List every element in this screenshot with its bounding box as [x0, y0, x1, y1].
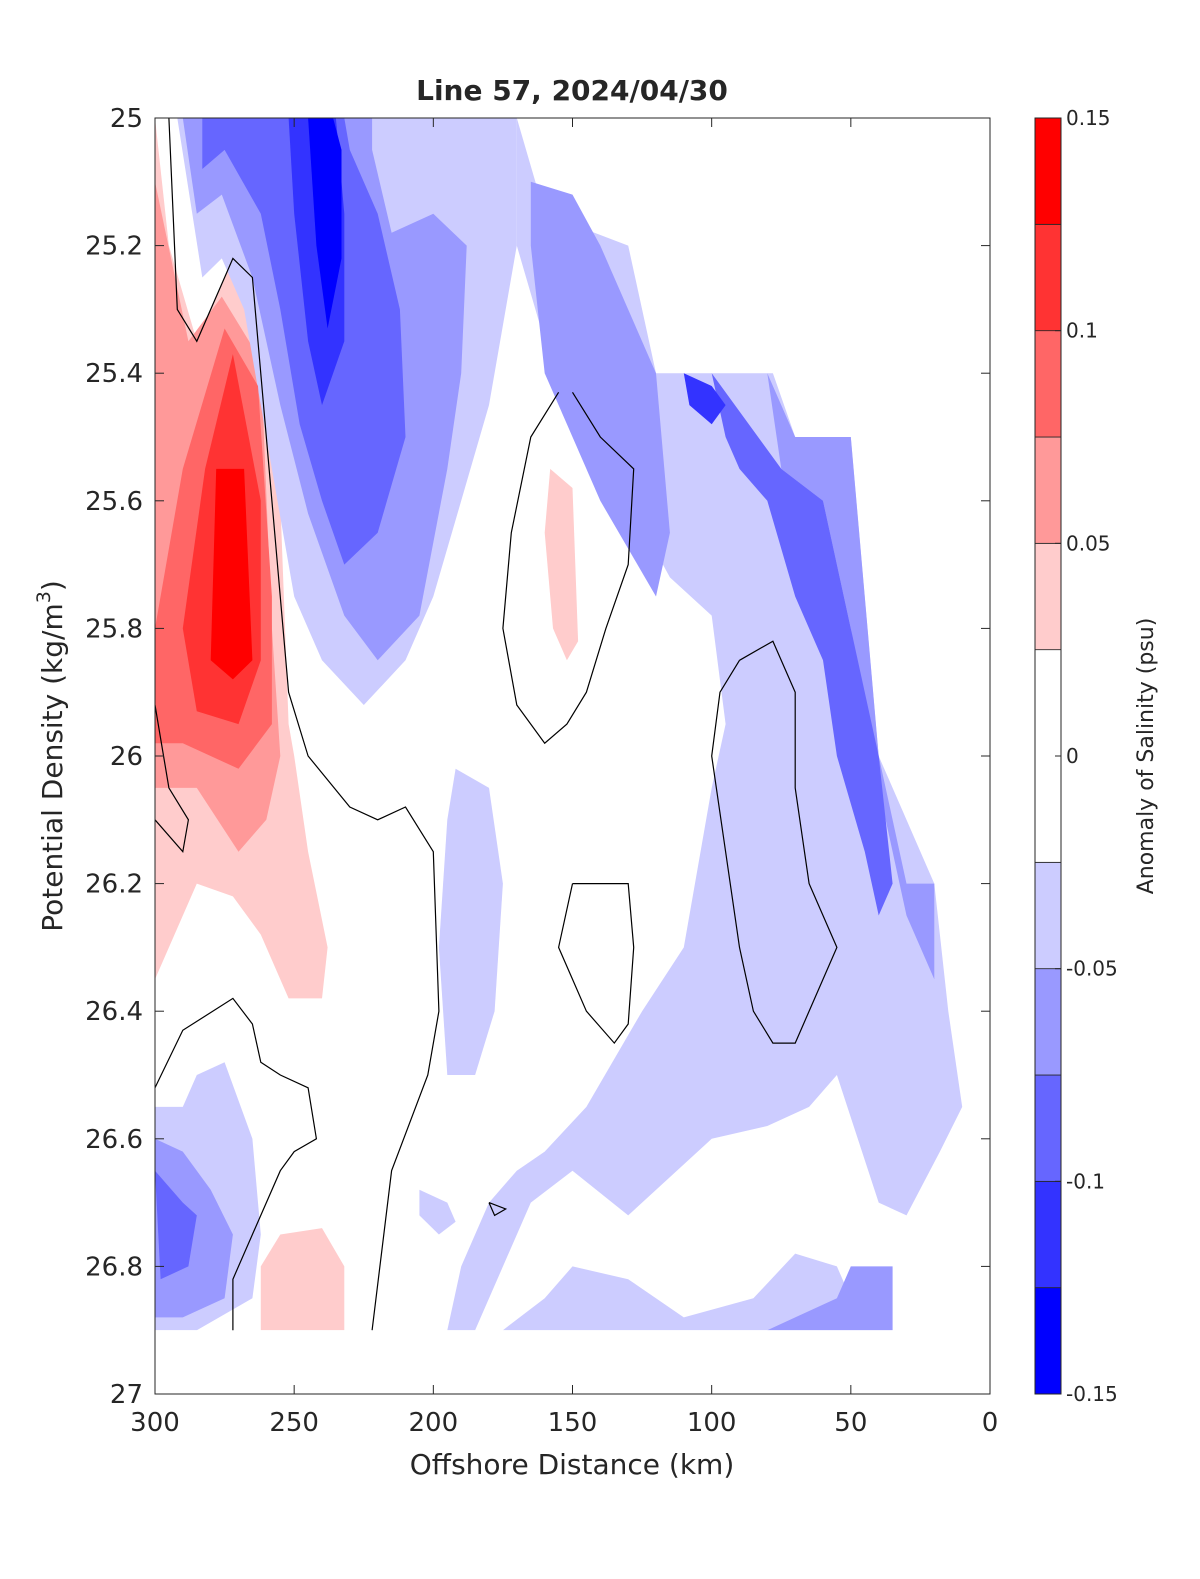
x-axis-label: Offshore Distance (km)	[410, 1448, 735, 1481]
colorbar-segment	[1034, 861, 1062, 970]
y-axis: 25 25.2 25.4 25.6 25.8 26 26.2 26.4 26.6 26.8 27	[85, 104, 990, 1410]
y-axis-label: Potential Density (kg/m3)	[33, 580, 69, 932]
y-tick-label: 25	[110, 104, 143, 134]
y-tick-label: 26.8	[85, 1252, 143, 1282]
colorbar-segment	[1034, 223, 1062, 332]
colorbar-tick-label: 0.15	[1066, 106, 1111, 130]
contour-region-negative-coastal-core	[683, 373, 726, 425]
chart-title: Line 57, 2024/04/30	[416, 74, 728, 107]
colorbar-segment	[1034, 117, 1062, 225]
zero-contour-lines	[155, 118, 838, 1331]
y-axis-label-superscript: 3	[33, 591, 55, 603]
x-tick-label: 150	[548, 1408, 598, 1438]
colorbar-tick-label: 0.05	[1066, 531, 1111, 555]
colorbar-segment	[1034, 542, 1062, 651]
colorbar-ticks: 0.15 0.1 0.05 0 -0.05 -0.1 -0.15	[1055, 106, 1118, 1406]
x-tick-label: 300	[130, 1408, 180, 1438]
contour-region-negative-coastal-mid-c	[711, 373, 893, 916]
colorbar-tick-label: 0	[1066, 744, 1079, 768]
x-tick-label: 250	[269, 1408, 319, 1438]
x-tick-label: 0	[982, 1408, 999, 1438]
filled-contour-regions	[155, 118, 990, 1394]
y-axis-label-main: Potential Density (kg/m	[36, 603, 69, 932]
no-data-area	[155, 1330, 990, 1394]
y-tick-label: 26.2	[85, 870, 143, 900]
contour-region-negative-core-2	[308, 118, 342, 329]
contour-region-negative-deep-west-3	[155, 1170, 197, 1280]
y-tick-label: 25.6	[85, 487, 143, 517]
x-axis: 300 250 200 150 100 50 0	[130, 118, 998, 1438]
y-tick-label: 25.4	[85, 359, 143, 389]
contour-region-negative-coastal-mid-b	[767, 373, 935, 980]
y-tick-label: 25.2	[85, 232, 143, 262]
x-tick-label: 100	[687, 1408, 737, 1438]
contour-line-zero-contour-loop-2	[557, 882, 635, 1045]
contour-region-negative-deep-coastal-2	[767, 1266, 893, 1331]
colorbar-segment	[1034, 436, 1062, 544]
contour-line-zero-contour-tiny	[488, 1202, 508, 1217]
contour-region-positive-core	[210, 468, 253, 680]
contour-region-negative-small-deep	[419, 1189, 456, 1235]
x-tick-label: 50	[834, 1408, 867, 1438]
contour-line-zero-contour-loop-1	[502, 391, 635, 745]
colorbar-segment	[1034, 330, 1062, 438]
contour-region-positive-deep	[260, 1228, 345, 1331]
x-tick-label: 200	[409, 1408, 459, 1438]
colorbar-segment	[1034, 1180, 1062, 1289]
contour-region-positive-offshore-small	[544, 468, 579, 661]
colorbar-tick-label: 0.1	[1066, 319, 1098, 343]
y-tick-label: 26.4	[85, 997, 143, 1027]
colorbar-segment	[1034, 1287, 1062, 1395]
y-tick-label: 25.8	[85, 614, 143, 644]
contour-line-zero-contour-west-2	[155, 704, 190, 854]
colorbar	[1034, 117, 1062, 1395]
contour-region-negative-coastal-outer	[447, 118, 963, 1331]
colorbar-tick-label: -0.15	[1066, 1382, 1118, 1406]
y-tick-label: 26	[110, 742, 143, 772]
contour-line-zero-contour-lower-left	[155, 997, 318, 1331]
contour-region-negative-coastal-mid-2	[530, 181, 670, 597]
colorbar-tick-label: -0.1	[1066, 1169, 1105, 1193]
colorbar-segment	[1034, 1074, 1062, 1182]
contour-line-zero-contour-loop-3	[711, 640, 838, 1044]
contour-region-negative-mid-patch	[438, 768, 503, 1075]
colorbar-tick-label: -0.05	[1066, 957, 1118, 981]
colorbar-segment	[1034, 968, 1062, 1076]
y-tick-label: 26.6	[85, 1125, 143, 1155]
plot-area	[154, 117, 991, 1395]
y-tick-label: 27	[110, 1380, 143, 1410]
y-axis-label-close: )	[36, 580, 69, 591]
contour-region-negative-mid-3	[202, 118, 406, 565]
colorbar-label: Anomaly of Salinity (psu)	[1134, 618, 1159, 895]
contour-line-zero-contour-nearshore-west	[168, 118, 440, 1331]
